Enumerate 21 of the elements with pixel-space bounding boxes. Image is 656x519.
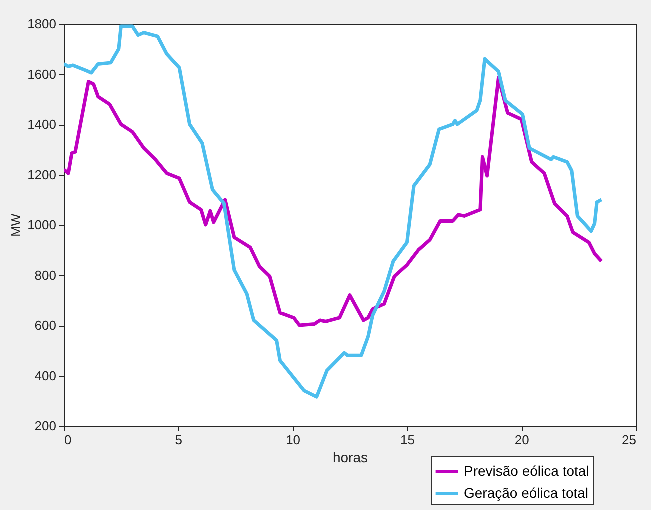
- y-tick-label: 800: [34, 268, 56, 283]
- x-tick-label: 5: [175, 432, 183, 448]
- y-tick-label: 200: [34, 418, 56, 434]
- y-tick-label: 1400: [28, 117, 56, 132]
- x-tick-label: 10: [286, 432, 301, 448]
- y-tick-label: 600: [34, 318, 56, 333]
- y-tick-label: 1200: [28, 167, 56, 182]
- y-axis-title: MW: [8, 213, 24, 238]
- legend-label: Previsão eólica total: [464, 463, 590, 479]
- y-tick-label: 1800: [28, 16, 56, 32]
- legend-label: Geração eólica total: [464, 485, 589, 501]
- x-axis-title: horas: [332, 450, 368, 466]
- y-tick-label: 1000: [28, 218, 56, 232]
- y-tick-label: 1600: [28, 66, 56, 82]
- line-series: [64, 24, 604, 399]
- y-tick-label: 400: [34, 368, 56, 384]
- x-tick-label: 0: [64, 432, 72, 448]
- x-tick-label: 25: [622, 432, 636, 448]
- x-tick-label: 20: [514, 432, 530, 448]
- line-series: [64, 76, 604, 328]
- x-tick-label: 15: [400, 432, 415, 448]
